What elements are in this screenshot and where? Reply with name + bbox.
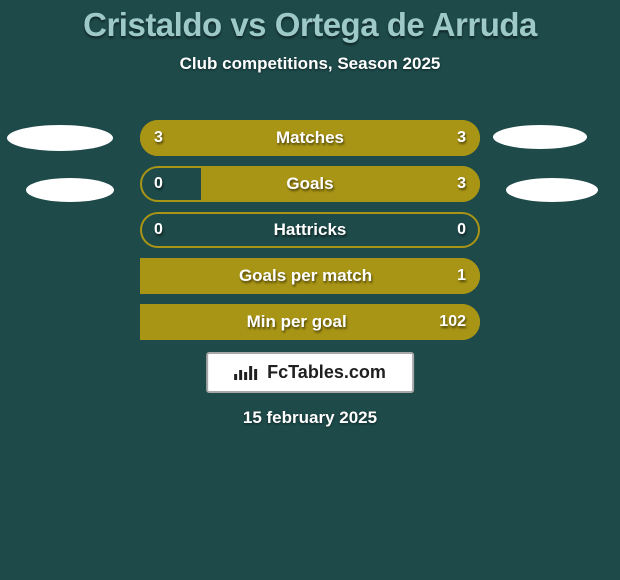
stat-row: 3Matches3 — [0, 120, 620, 156]
stat-bar-fill-right — [201, 166, 480, 202]
stat-bar-track: Min per goal102 — [140, 304, 480, 340]
stat-label: Hattricks — [177, 220, 443, 240]
stat-bar-track: Goals per match1 — [140, 258, 480, 294]
comparison-card: Cristaldo vs Ortega de Arruda Club compe… — [0, 0, 620, 580]
stat-bar-fill-right — [310, 120, 480, 156]
stat-value-left: 0 — [140, 221, 177, 239]
stat-row: 0Hattricks0 — [0, 212, 620, 248]
stat-value-left: 0 — [140, 175, 177, 193]
stat-bar-border — [140, 212, 480, 248]
stat-bar-fill-right — [140, 304, 480, 340]
stat-row: Goals per match1 — [0, 258, 620, 294]
stat-bar-fill-left — [140, 120, 310, 156]
attribution-text: FcTables.com — [267, 362, 386, 383]
attribution-icon — [234, 366, 257, 380]
stat-bar-track: 3Matches3 — [140, 120, 480, 156]
stat-bar-track: 0Hattricks0 — [140, 212, 480, 248]
stat-bar-text: 0Hattricks0 — [140, 212, 480, 248]
stat-row: Min per goal102 — [0, 304, 620, 340]
stat-value-right: 0 — [443, 221, 480, 239]
page-subtitle: Club competitions, Season 2025 — [0, 54, 620, 74]
stat-row: 0Goals3 — [0, 166, 620, 202]
stat-bar-track: 0Goals3 — [140, 166, 480, 202]
stat-bar-fill-right — [140, 258, 480, 294]
page-title: Cristaldo vs Ortega de Arruda — [0, 0, 620, 44]
stat-rows: 3Matches30Goals30Hattricks0Goals per mat… — [0, 120, 620, 350]
date-stamp: 15 february 2025 — [0, 408, 620, 428]
attribution-badge: FcTables.com — [206, 352, 414, 393]
